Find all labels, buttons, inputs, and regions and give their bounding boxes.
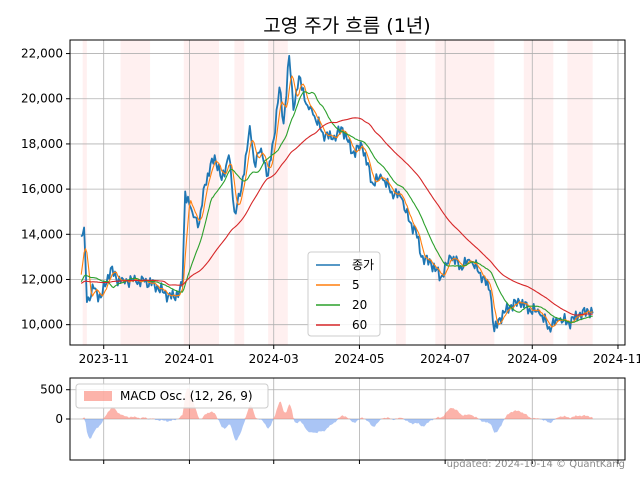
macd-axis-ticks: 500 0 xyxy=(40,383,619,464)
main-lines xyxy=(80,54,594,333)
legend-label: 60 xyxy=(352,318,367,332)
x-tick-label: 2024-07 xyxy=(420,352,470,366)
legend-label: 20 xyxy=(352,298,367,312)
y-tick-label: 10,000 xyxy=(21,318,63,332)
y-tick-label: 16,000 xyxy=(21,182,63,196)
macd-legend-label: MACD Osc. (12, 26, 9) xyxy=(120,389,253,403)
main-plot-frame xyxy=(69,39,626,346)
y-tick-label: 12,000 xyxy=(21,272,63,286)
macd-negative-area xyxy=(81,419,593,441)
y-tick-label: 14,000 xyxy=(21,227,63,241)
series-line-ma5 xyxy=(80,75,593,328)
y-tick-label: 20,000 xyxy=(21,92,63,106)
shaded-period xyxy=(395,40,406,345)
footer-credit: updated: 2024-10-14 © QuantKang xyxy=(447,459,625,470)
main-legend: 종가 5 20 60 xyxy=(307,251,381,337)
x-tick-label: 2024-03 xyxy=(249,352,299,366)
macd-legend: MACD Osc. (12, 26, 9) xyxy=(75,383,269,409)
main-axis-ticks: 10,000 12,000 14,000 16,000 18,000 20,000 22,0… xyxy=(21,47,640,366)
shaded-period xyxy=(523,40,554,345)
chart-title: 고영 주가 흐름 (1년) xyxy=(263,15,430,37)
series-line-ma60 xyxy=(80,117,593,316)
series-line-ma20 xyxy=(80,91,593,323)
shaded-period xyxy=(567,40,593,345)
y-tick-label: 22,000 xyxy=(21,47,63,61)
macd-legend-swatch xyxy=(84,391,112,401)
shaded-period xyxy=(435,40,495,345)
x-tick-label: 2024-11 xyxy=(593,352,640,366)
shaded-period xyxy=(234,40,245,345)
macd-y-tick-label: 0 xyxy=(55,412,63,426)
x-tick-label: 2024-01 xyxy=(164,352,214,366)
macd-y-tick-label: 500 xyxy=(40,383,63,397)
legend-label: 종가 xyxy=(352,258,374,272)
legend-label: 5 xyxy=(352,278,360,292)
macd-legend-box xyxy=(75,383,269,409)
x-tick-label: 2023-11 xyxy=(79,352,129,366)
shaded-period xyxy=(82,40,87,345)
shaded-period xyxy=(120,40,151,345)
shaded-periods xyxy=(82,40,593,345)
x-tick-label: 2024-09 xyxy=(507,352,557,366)
y-tick-label: 18,000 xyxy=(21,137,63,151)
legend-box xyxy=(307,251,381,337)
x-tick-label: 2024-05 xyxy=(334,352,384,366)
shaded-period xyxy=(268,40,288,345)
series-line-close xyxy=(80,54,594,333)
